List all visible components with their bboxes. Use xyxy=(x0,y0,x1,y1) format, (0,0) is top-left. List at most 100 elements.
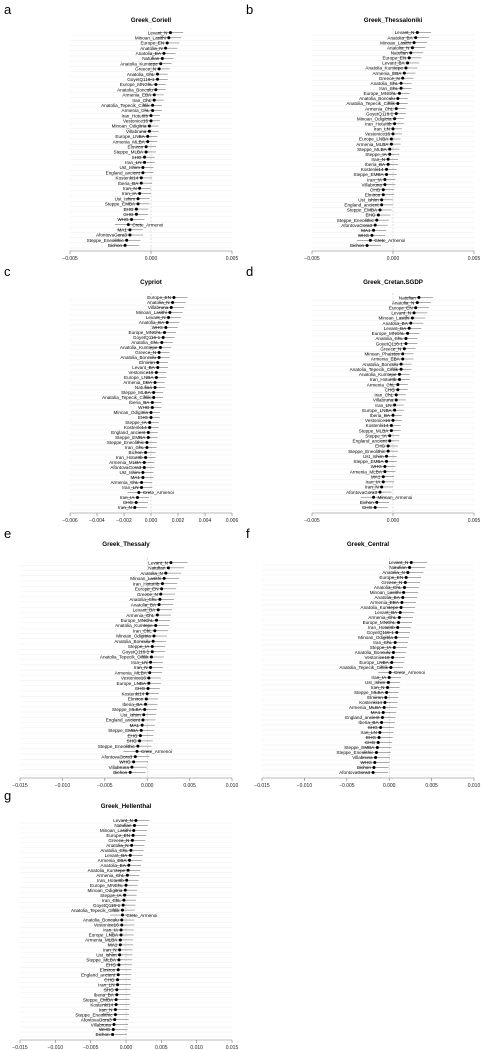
x-tick-label: 0.005 xyxy=(468,518,481,524)
data-point xyxy=(139,181,143,185)
point-label: Ust_Ishim xyxy=(119,470,140,475)
point-label: Villabruna xyxy=(362,182,383,187)
point-label: Natufian xyxy=(142,56,160,61)
point-label: Crete_Armenoi xyxy=(143,490,174,495)
point-label: WHG xyxy=(358,233,370,238)
point-label: Europe_MNChL xyxy=(363,620,396,625)
x-tick-label: −0.004 xyxy=(89,518,105,524)
data-point xyxy=(142,713,146,717)
point-label: Anatolia_ChL xyxy=(375,336,403,341)
point-label: Ust_Ishim xyxy=(120,712,141,717)
data-point xyxy=(147,124,151,128)
point-label: Iran_N xyxy=(371,685,385,690)
point-label: Greece_N xyxy=(137,592,158,597)
point-label: Iran_ChL xyxy=(374,393,393,398)
point-label: Anatolia_BA xyxy=(136,51,162,56)
point-label: Crete_Armenoi xyxy=(141,749,172,754)
data-point xyxy=(169,306,173,309)
data-point xyxy=(380,716,384,719)
data-point xyxy=(121,903,125,907)
point-label: Iberia_BA xyxy=(94,992,115,997)
point-label: Ust_Ishim xyxy=(365,680,386,685)
x-tick-label: −0.015 xyxy=(12,783,28,789)
point-label: Europe_EN xyxy=(147,295,171,300)
point-label: CHG xyxy=(370,187,381,192)
data-point xyxy=(381,475,385,479)
data-point xyxy=(160,587,164,591)
data-point xyxy=(397,616,401,619)
data-point xyxy=(119,928,123,932)
point-label: Levant_N xyxy=(148,30,168,35)
point-label: Natufian xyxy=(135,385,153,390)
x-tick-label: 0.005 xyxy=(183,783,196,789)
data-point xyxy=(138,192,142,195)
data-point xyxy=(171,301,175,304)
data-point xyxy=(415,301,419,305)
x-tick-label: 0.000 xyxy=(145,518,158,524)
point-label: Iran_LN xyxy=(361,730,377,735)
data-point xyxy=(139,728,143,732)
point-label: MA1 xyxy=(361,228,371,233)
point-label: Anatolia_Bonculu xyxy=(120,355,156,360)
point-label: Bichon xyxy=(108,243,122,248)
data-point xyxy=(148,671,152,675)
data-point xyxy=(393,408,397,412)
data-point xyxy=(397,377,401,381)
point-label: Iran_IA xyxy=(365,480,381,485)
panel-b: b Greek_Thessaloniki −0.005 0.000 0.005 Levan… xyxy=(246,2,480,262)
panel-title: Greek_Thessaloniki xyxy=(364,17,423,24)
data-point xyxy=(123,243,127,247)
point-label: Anatolia_Tepecik_Ciftlik xyxy=(102,395,151,400)
point-label: Steppe_MLBA xyxy=(354,690,385,695)
data-point xyxy=(391,127,395,131)
point-label: Greece_N xyxy=(381,580,402,585)
point-label: Iran_ChL xyxy=(132,98,151,103)
point-label: Crete_Armenoi xyxy=(394,670,425,675)
point-label: Steppe_MLBA xyxy=(121,390,152,395)
data-point xyxy=(133,506,137,509)
data-point xyxy=(149,416,153,419)
data-point xyxy=(154,88,158,92)
point-label: AfontovaGora3 xyxy=(110,465,141,470)
point-label: Bichon xyxy=(357,765,371,770)
point-label: Iran_LN xyxy=(131,660,147,665)
point-label: Steppe_MLBA xyxy=(359,428,390,433)
data-point xyxy=(375,500,379,504)
data-point xyxy=(386,444,390,448)
point-label: Anatolia_N xyxy=(140,571,162,576)
panel-c: c Cypriot −0.006 −0.004 −0.002 0.000 0.002 0.00… xyxy=(4,264,238,524)
data-point xyxy=(130,217,134,221)
point-label: GoyetQ116-1 xyxy=(122,649,150,654)
point-label: Elmiron xyxy=(128,697,144,702)
data-point xyxy=(131,833,135,837)
point-label: SHG xyxy=(132,155,142,160)
data-point xyxy=(397,621,401,624)
point-label: WHG xyxy=(371,464,383,469)
point-label: Levant_BA xyxy=(384,326,407,331)
point-label: Europe_MNChL xyxy=(90,883,123,888)
data-point xyxy=(406,571,410,574)
point-label: Levant_BA xyxy=(133,608,156,613)
point-label: England_ancient xyxy=(353,439,388,444)
data-point xyxy=(397,91,401,95)
point-label: Anatolia_BA xyxy=(139,320,165,325)
data-point xyxy=(385,454,389,458)
data-point xyxy=(116,978,120,982)
data-point xyxy=(151,108,155,112)
data-point xyxy=(383,464,387,468)
point-label: Steppe_Eneolithic xyxy=(337,218,375,223)
data-point xyxy=(385,691,389,694)
data-point xyxy=(407,56,411,60)
data-point xyxy=(164,571,168,575)
data-point xyxy=(375,218,379,222)
point-label: Anatolia_Bonculu xyxy=(362,362,398,367)
point-label: EHG xyxy=(138,415,148,420)
data-point xyxy=(399,86,403,90)
point-label: Vestonice16 xyxy=(365,132,390,137)
point-label: Armenia_EBA xyxy=(122,93,152,98)
point-label: Greece_N xyxy=(135,350,156,355)
point-label: Elmiron xyxy=(365,192,381,197)
panel-letter: a xyxy=(4,2,12,17)
point-label: Minoan_Lasithi xyxy=(136,310,167,315)
data-point xyxy=(378,490,382,494)
